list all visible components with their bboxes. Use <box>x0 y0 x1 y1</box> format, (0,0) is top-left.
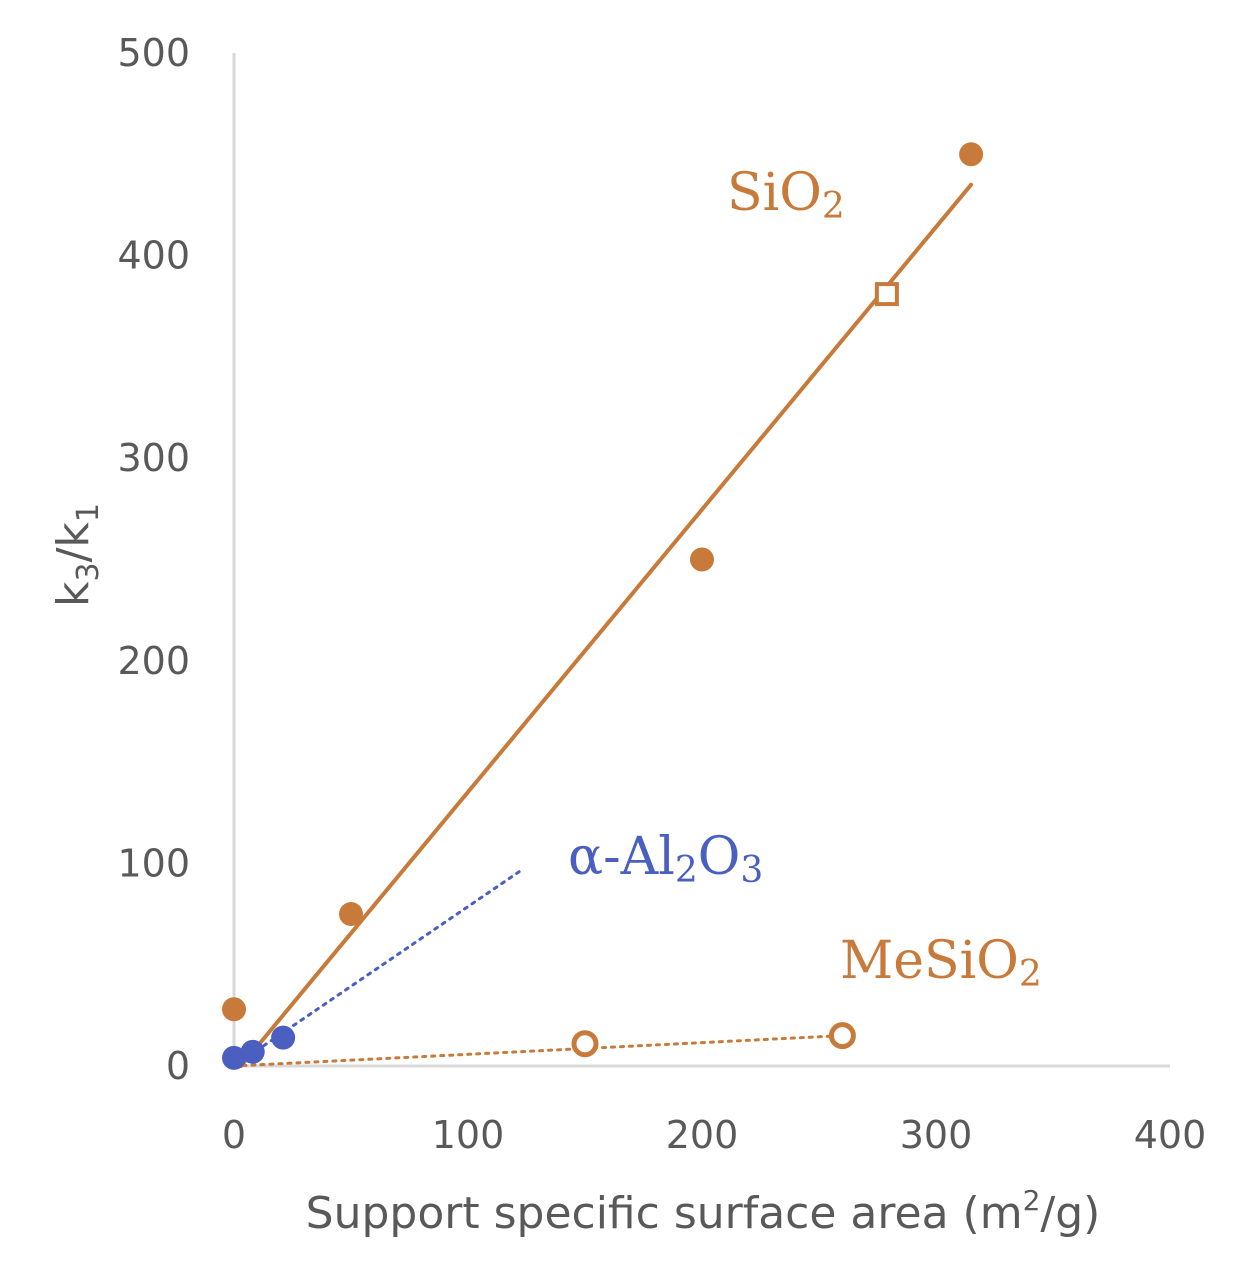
x-tick-label: 200 <box>666 1113 739 1157</box>
series-label-al2o3: α-Al2O3 <box>568 827 763 891</box>
data-point-al2o3 <box>240 1039 265 1064</box>
y-tick-labels: 0 100 200 300 400 500 <box>117 31 190 1088</box>
trendline-mesio2 <box>232 1034 844 1068</box>
y-tick-label: 100 <box>117 841 190 885</box>
data-point-sio2 <box>959 142 984 167</box>
data-point-mesio2 <box>828 1022 856 1050</box>
data-point-mesio2 <box>571 1030 599 1058</box>
x-tick-label: 0 <box>222 1113 246 1157</box>
chart-axes <box>232 53 1170 1068</box>
y-axis-title: k3/k1 <box>48 503 106 607</box>
series-label-mesio2: MeSiO2 <box>840 931 1042 995</box>
x-axis-title: Support specific surface area (m2/g) <box>306 1184 1101 1239</box>
data-points <box>222 142 984 1070</box>
data-point-sio2 <box>339 902 363 927</box>
data-point-al2o3 <box>271 1025 296 1050</box>
trendline-sio2 <box>239 182 974 1068</box>
x-tick-label: 300 <box>900 1113 973 1157</box>
x-tick-label: 400 <box>1134 1113 1207 1157</box>
y-tick-label: 300 <box>117 436 190 480</box>
series-label-sio2: SiO2 <box>727 163 845 227</box>
data-point-sio2 <box>690 547 714 572</box>
data-point-al2o3 <box>222 1045 246 1070</box>
y-tick-label: 400 <box>117 234 190 278</box>
x-tick-label: 100 <box>432 1113 505 1157</box>
x-tick-labels: 0 100 200 300 400 <box>222 1113 1206 1157</box>
data-point-sio2-square <box>874 282 899 307</box>
y-tick-label: 0 <box>166 1044 190 1088</box>
data-point-sio2 <box>222 997 246 1022</box>
y-tick-label: 500 <box>117 31 190 75</box>
y-tick-label: 200 <box>117 639 190 683</box>
